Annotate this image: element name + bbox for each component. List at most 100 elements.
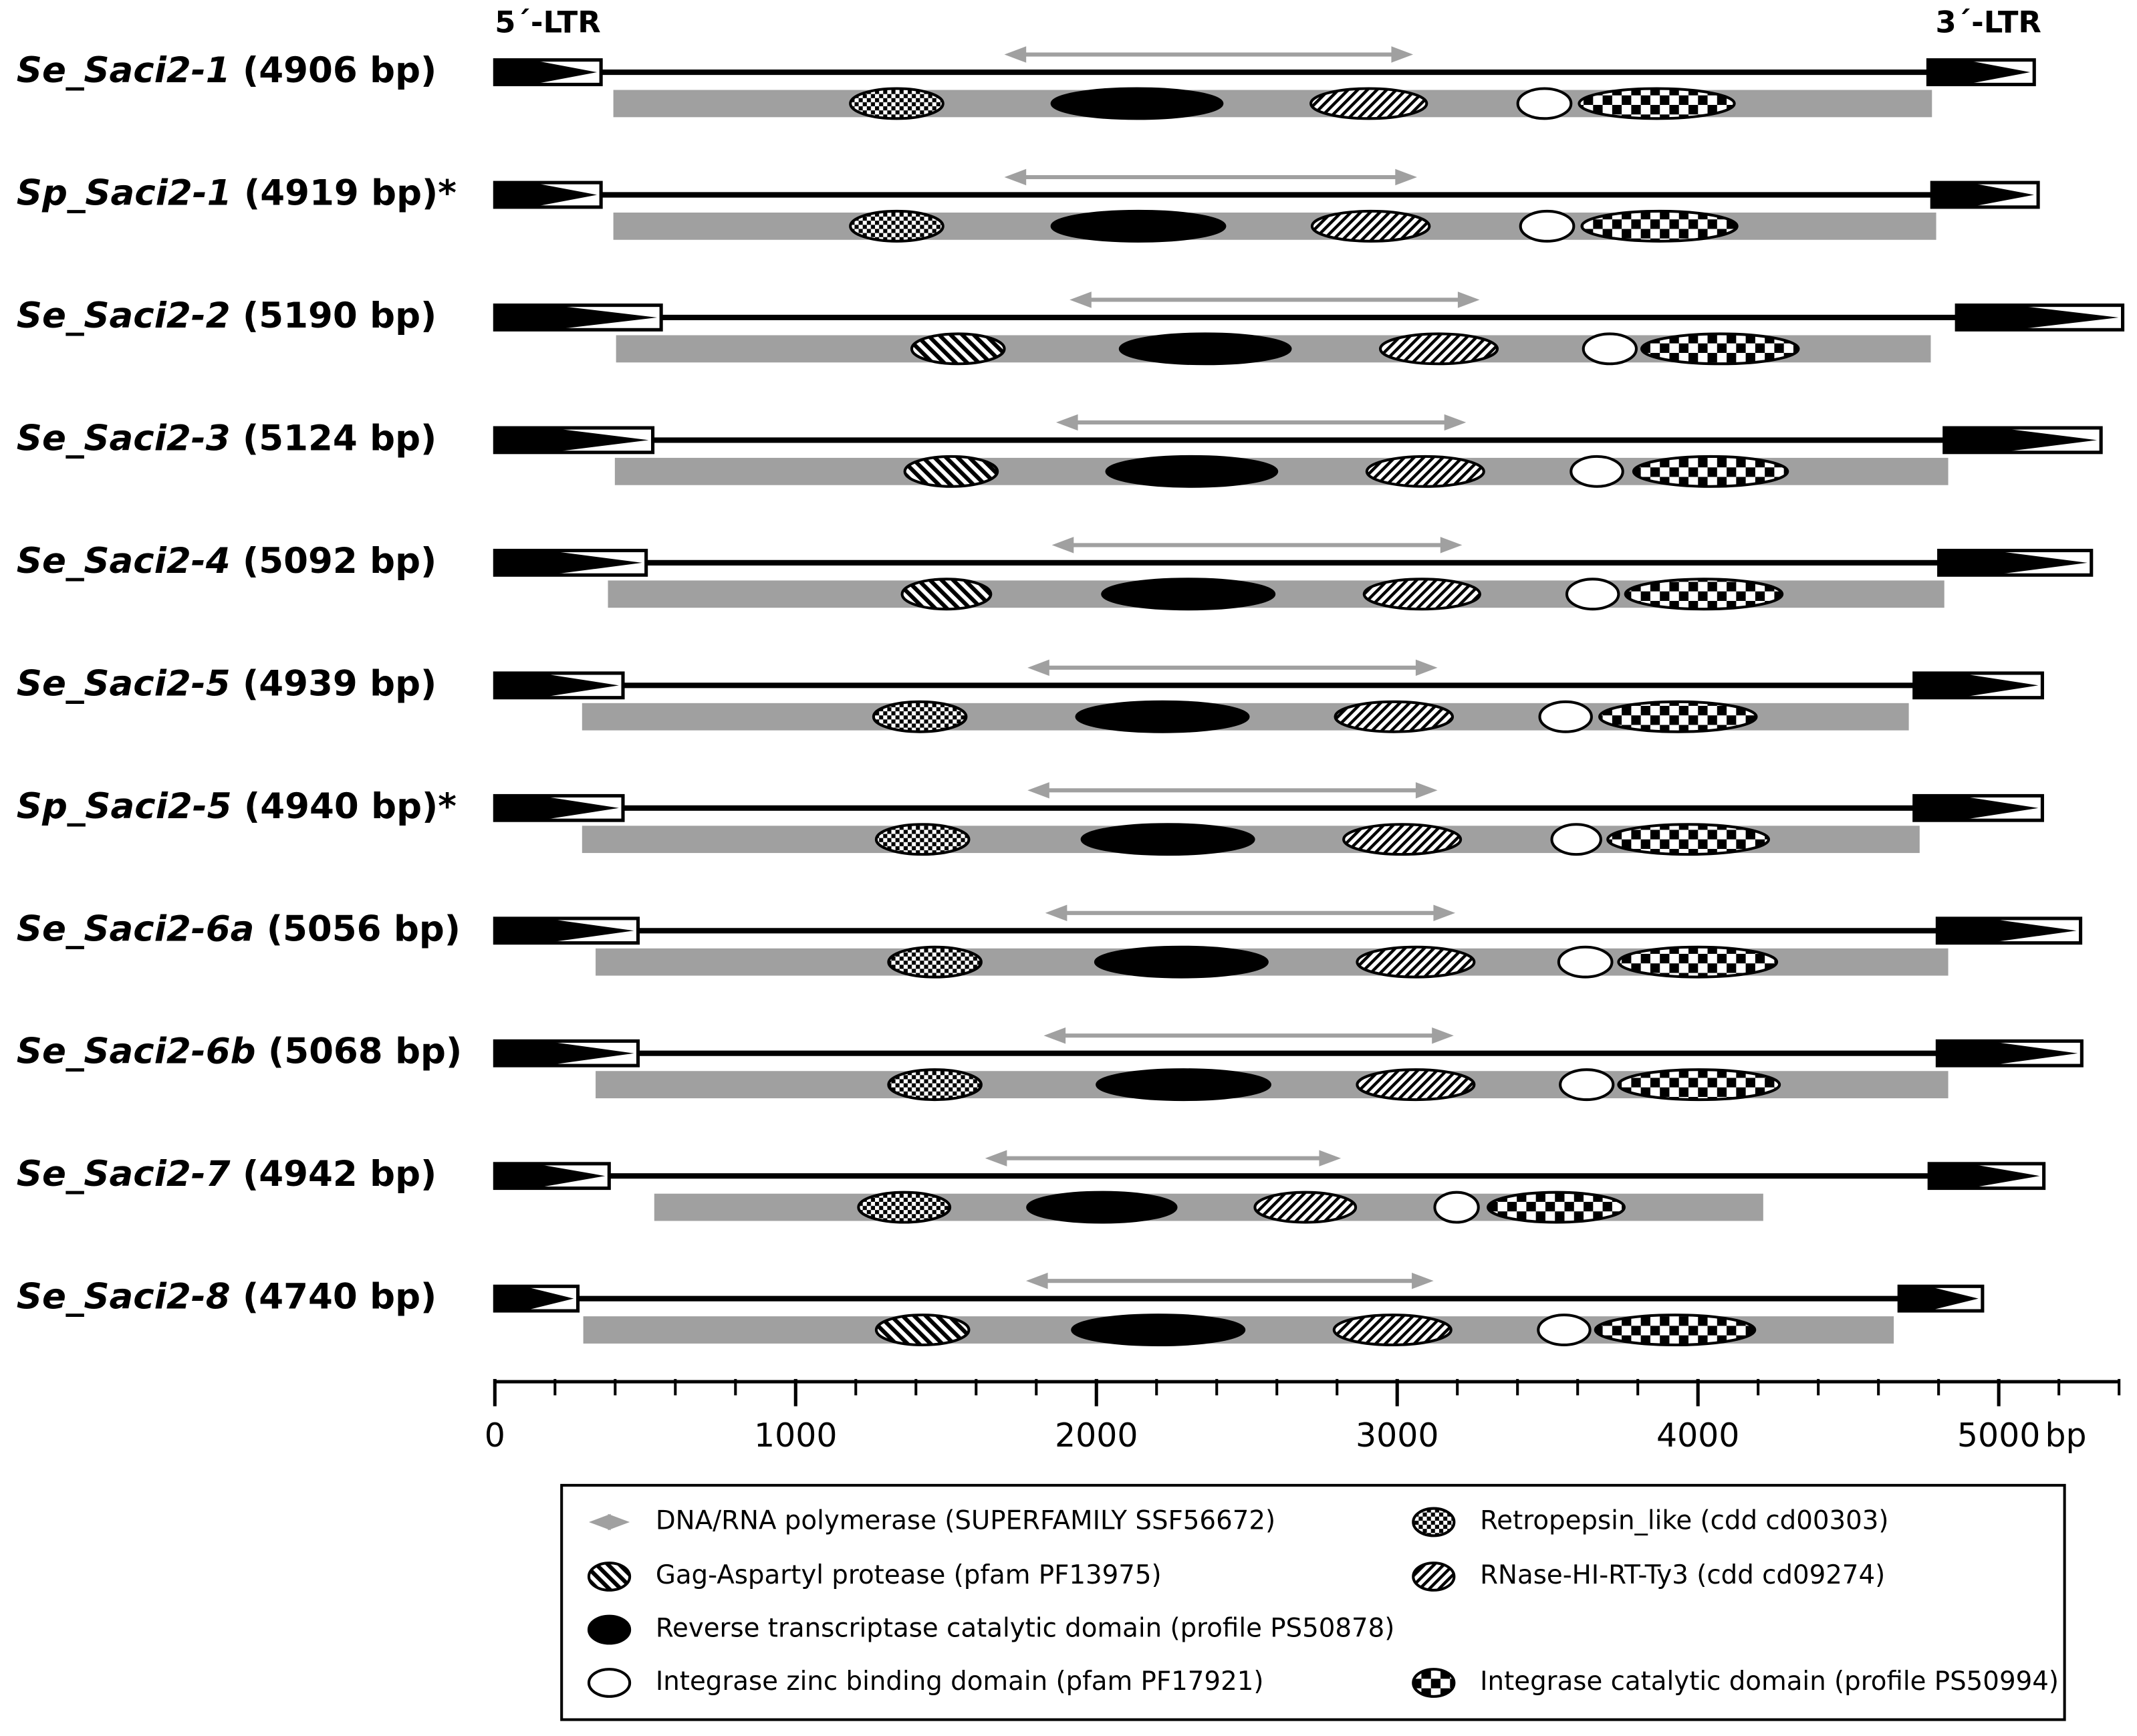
domain — [1101, 578, 1276, 611]
arrow-head — [588, 1513, 611, 1531]
domain — [1582, 332, 1638, 366]
legend-swatch — [587, 1562, 632, 1592]
legend-label: Retropepsin_like (cdd cd00303) — [1480, 1505, 1888, 1535]
domain — [857, 1191, 952, 1224]
element-name: Se_Saci2-7 (4942 bp) — [17, 1154, 436, 1195]
element-id: Se_Saci2-6b — [17, 1031, 256, 1072]
domain — [1569, 455, 1624, 488]
domain — [1332, 1314, 1453, 1346]
ltr — [1935, 916, 2083, 945]
domain — [1632, 455, 1789, 488]
arrow-head — [1043, 1027, 1066, 1044]
arrow-head — [1051, 537, 1074, 553]
domain — [887, 1068, 983, 1102]
domain — [1118, 332, 1292, 366]
ltr — [1927, 1162, 2046, 1191]
domain — [1516, 87, 1573, 120]
element-name: Se_Saci2-6b (5068 bp) — [17, 1031, 462, 1072]
domain — [1105, 455, 1279, 488]
element-gap — [231, 1276, 243, 1317]
ltr — [493, 793, 625, 822]
arrow-head — [1412, 1272, 1434, 1289]
arrow-head — [1444, 414, 1467, 431]
tick-label: 4000 — [1656, 1416, 1739, 1455]
ltr — [1926, 58, 2036, 86]
element-id: Se_Saci2-6a — [17, 908, 255, 949]
legend-swatch — [1412, 1507, 1456, 1537]
arrow-head — [1457, 291, 1480, 308]
ltr-arrow — [1914, 795, 2039, 821]
arrow-head — [1395, 168, 1417, 186]
element-name: Se_Saci2-5 (4939 bp) — [17, 663, 436, 704]
polymerase-arrow — [1055, 414, 1467, 431]
element-gap — [231, 418, 243, 459]
ltr — [493, 1039, 640, 1068]
ltr — [493, 916, 640, 945]
legend-swatch — [587, 1668, 632, 1698]
domain — [1309, 87, 1428, 120]
domain — [900, 578, 993, 611]
arrow-head — [1025, 1272, 1048, 1289]
domain — [1433, 1191, 1480, 1224]
arrow-head — [1004, 46, 1027, 63]
domain — [1253, 1191, 1358, 1224]
domain — [1334, 700, 1455, 733]
element-name: Se_Saci2-1 (4906 bp) — [17, 50, 436, 91]
element-id: Sp_Saci2-1 — [17, 172, 232, 213]
ltr-arrow — [1957, 305, 2119, 330]
domain — [1310, 209, 1431, 243]
domain — [1537, 1314, 1592, 1346]
domain — [1050, 87, 1224, 120]
polymerase-arrow — [985, 1150, 1342, 1166]
ltr-arrow — [495, 1286, 574, 1311]
element-gap — [231, 295, 243, 336]
ltr-arrow — [495, 305, 658, 330]
domain — [1557, 945, 1614, 979]
domain — [1606, 823, 1770, 856]
element-id: Se_Saci2-2 — [17, 295, 231, 336]
element-length: (5068 bp) — [268, 1031, 462, 1072]
arrow-head — [1415, 659, 1438, 676]
element-gap — [231, 541, 243, 582]
domain — [1580, 209, 1739, 243]
axis-unit: bp — [2045, 1416, 2086, 1455]
domain — [1342, 823, 1463, 856]
element-name: Se_Saci2-3 (5124 bp) — [17, 418, 436, 459]
element-id: Se_Saci2-7 — [17, 1154, 231, 1195]
ltr-arrow — [1932, 182, 2034, 207]
element-gap — [231, 663, 243, 704]
element-length: (5092 bp) — [243, 541, 436, 582]
ltr-arrow — [495, 1041, 634, 1066]
element-note: * — [438, 172, 457, 213]
domain — [1598, 700, 1758, 733]
element-length: (4940 bp) — [244, 785, 438, 826]
domain — [1365, 455, 1485, 488]
arrow-head — [1440, 537, 1463, 553]
domain — [1624, 578, 1784, 611]
arrow-head — [1415, 782, 1438, 799]
element-length: (4919 bp) — [244, 172, 438, 213]
ltr — [1897, 1284, 1985, 1313]
domain — [849, 87, 945, 120]
ltr — [1912, 793, 2044, 822]
ltr — [1942, 426, 2103, 455]
ltr — [493, 180, 603, 209]
domain — [1550, 823, 1602, 856]
element-name: Se_Saci2-6a (5056 bp) — [17, 908, 461, 949]
ltr-arrow — [495, 673, 619, 698]
tick-label: 2000 — [1055, 1416, 1138, 1455]
legend-swatch — [1412, 1668, 1456, 1698]
ltr-arrow — [1899, 1286, 1979, 1311]
element-length: (4906 bp) — [243, 50, 436, 91]
element-length: (4942 bp) — [243, 1154, 436, 1195]
arrow-head — [1055, 414, 1078, 431]
domain — [1050, 209, 1227, 243]
element-gap — [232, 785, 244, 826]
polymerase-arrow — [1025, 1272, 1434, 1289]
arrow-head — [1004, 168, 1027, 186]
domain — [1080, 823, 1255, 856]
ltr-arrow — [1929, 1163, 2040, 1189]
domain — [1565, 578, 1620, 611]
